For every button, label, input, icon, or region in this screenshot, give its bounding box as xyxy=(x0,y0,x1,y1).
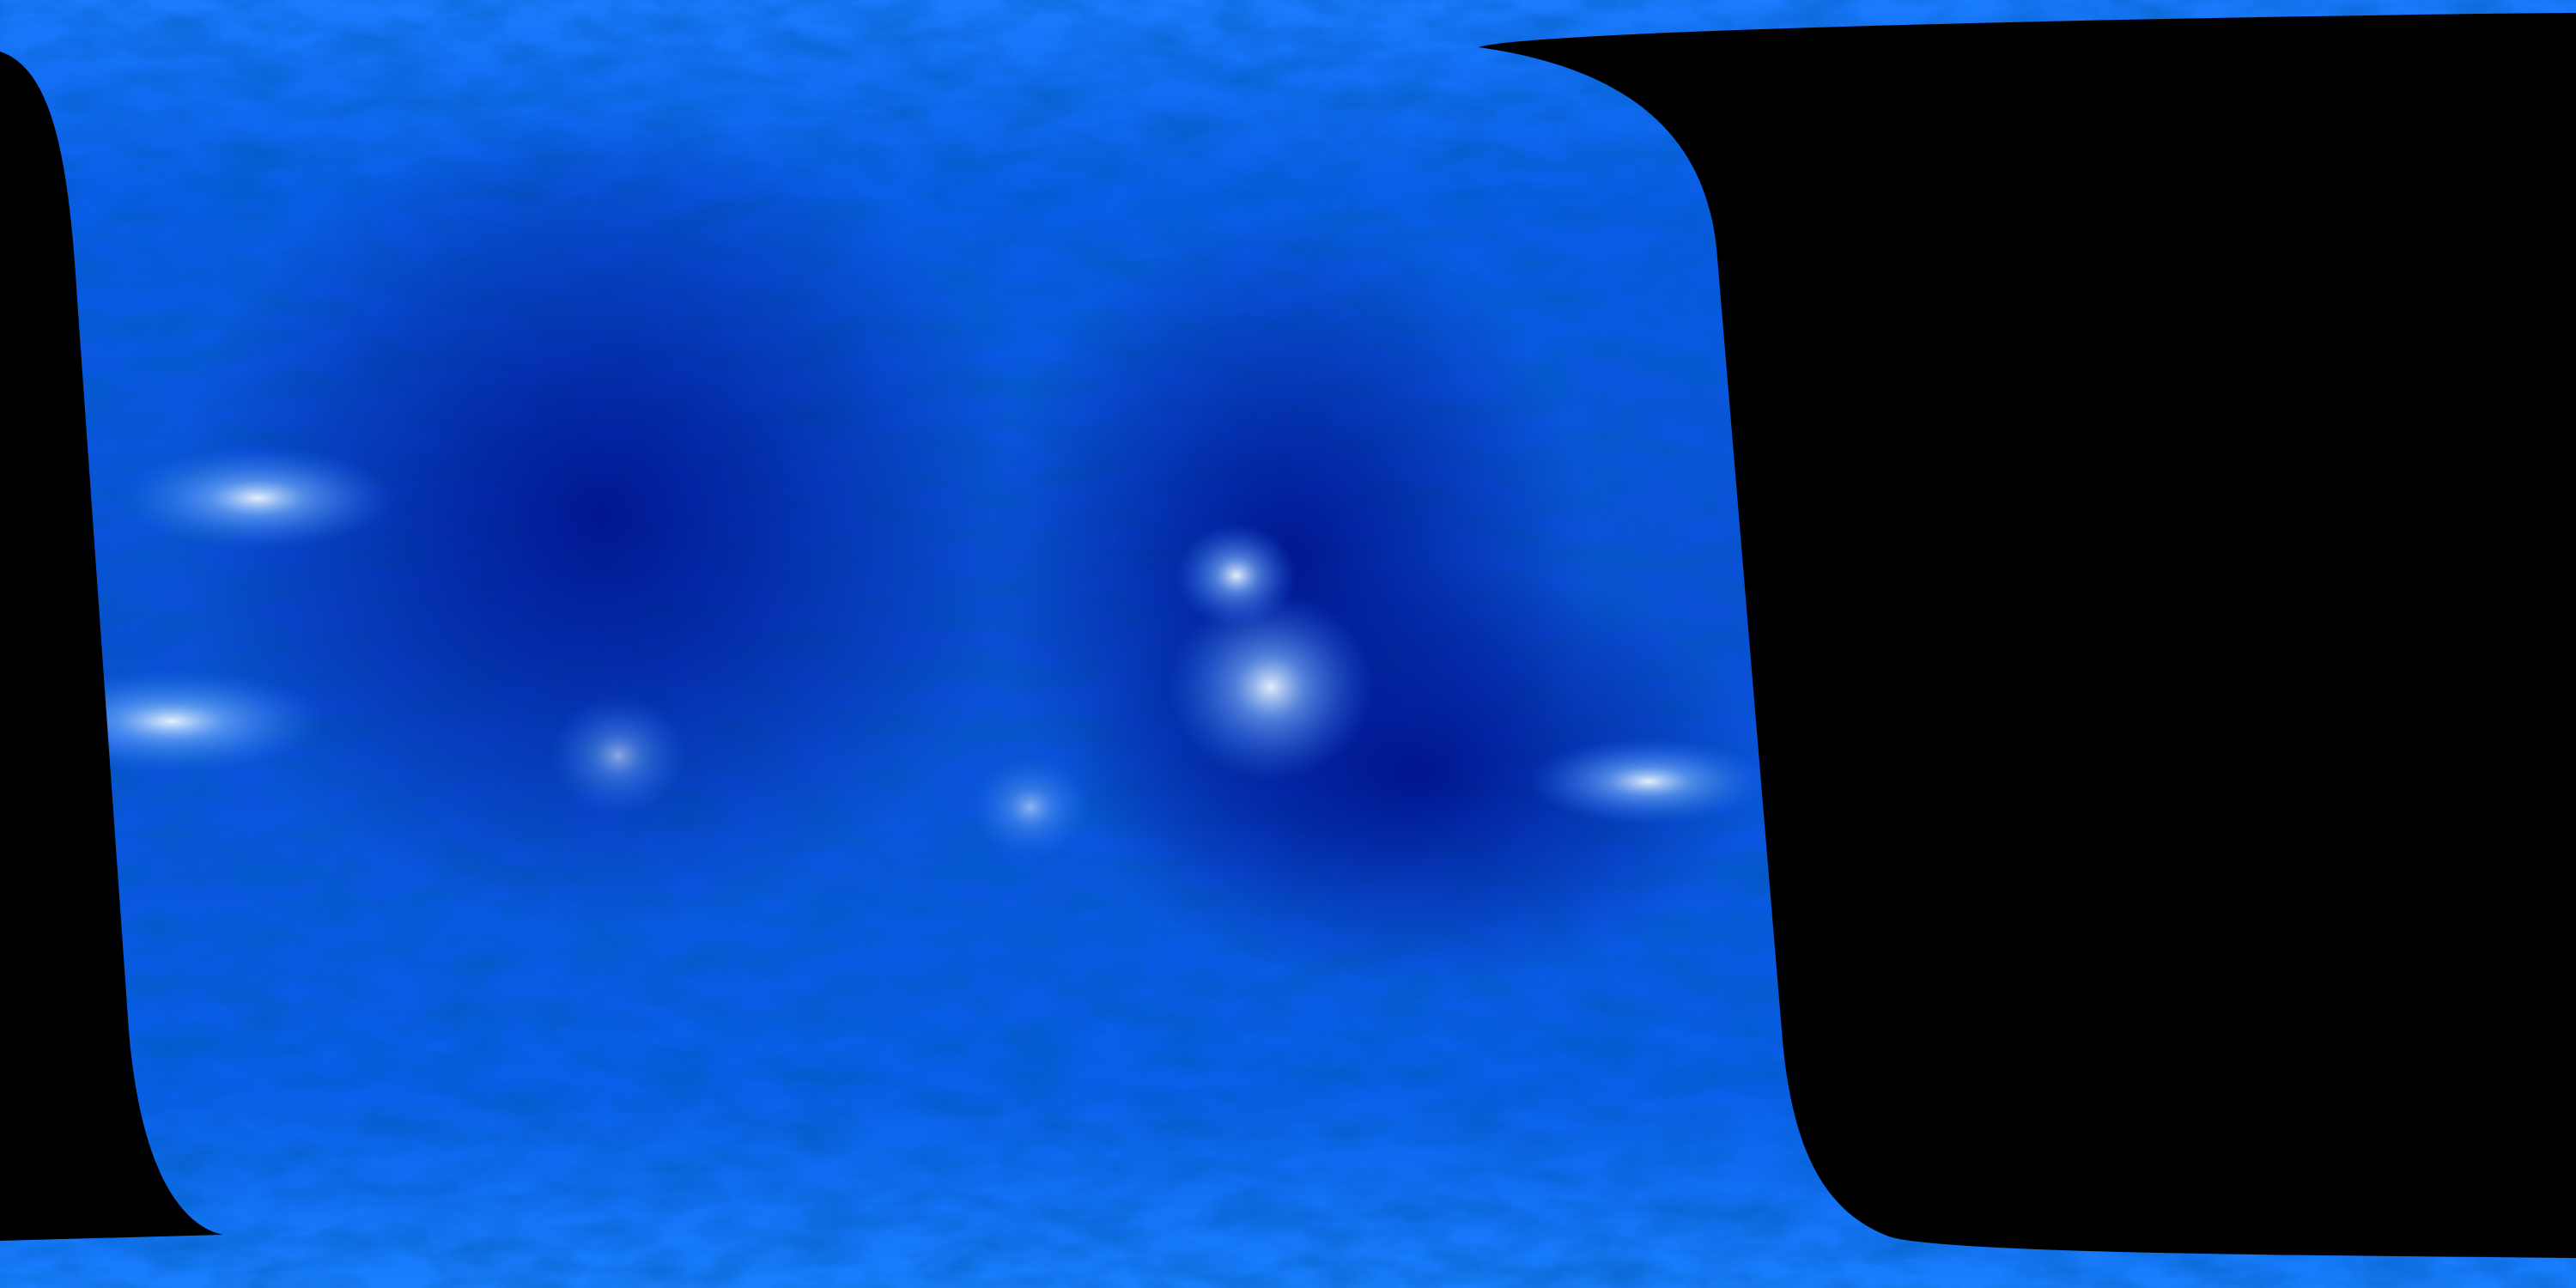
bright-region xyxy=(120,447,395,550)
bright-region xyxy=(550,696,687,816)
black-edge-left xyxy=(0,52,223,1241)
bright-region xyxy=(1176,524,1297,627)
black-region-right xyxy=(1479,13,2576,1258)
bright-region xyxy=(1168,592,1374,781)
bright-region xyxy=(970,756,1091,859)
dark-region xyxy=(172,103,1030,927)
bright-region xyxy=(1528,738,1769,824)
